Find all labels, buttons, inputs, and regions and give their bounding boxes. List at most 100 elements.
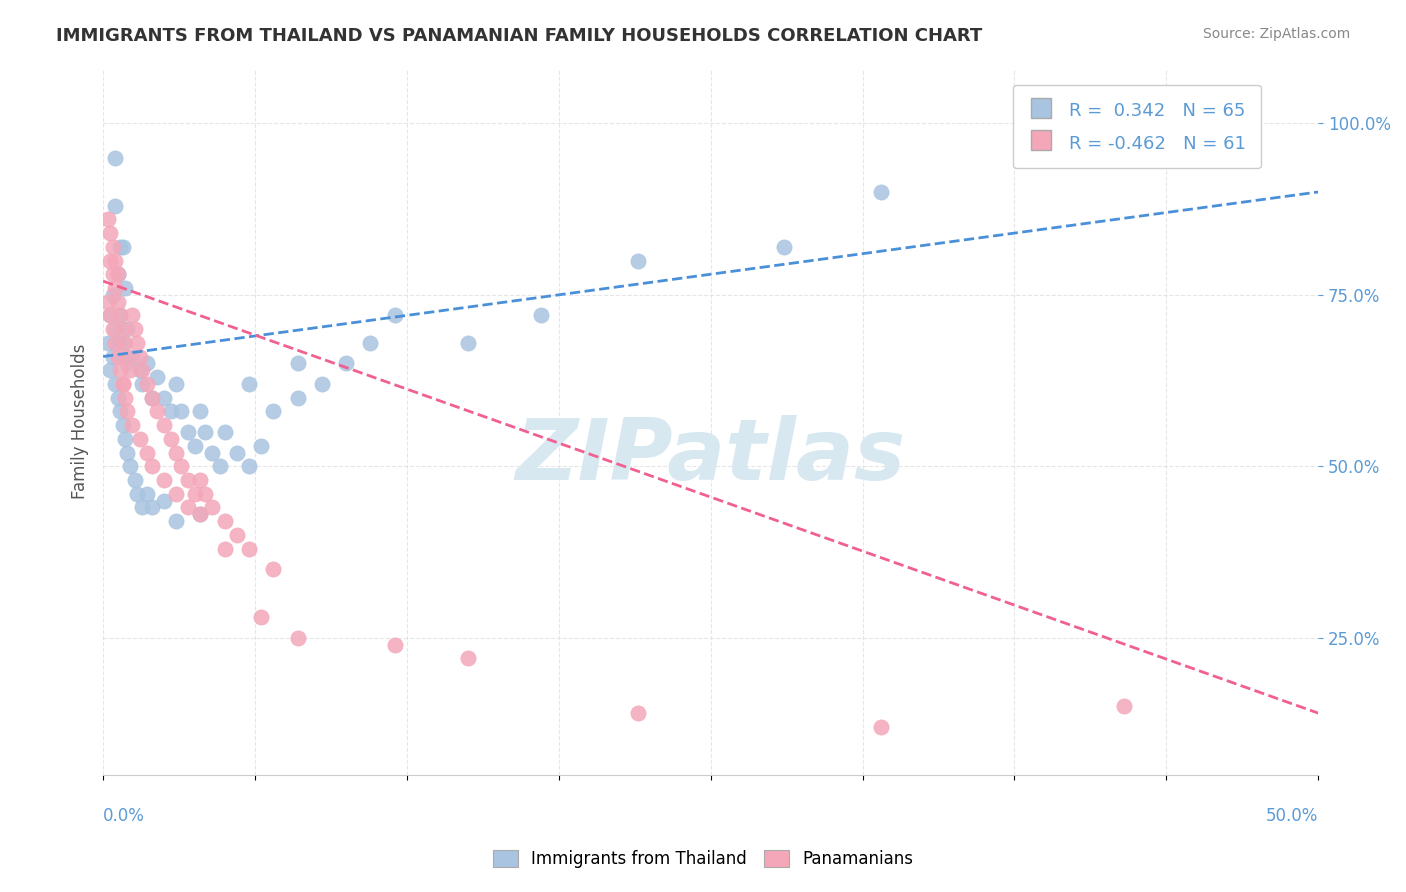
Point [153,418,176,433]
Point [238,541,260,556]
Point [177,473,200,487]
Point [153,493,176,508]
Point [335,356,357,370]
Point [124,322,146,336]
Point [359,335,381,350]
Point [384,638,406,652]
Point [100,226,122,240]
Point [97,294,120,309]
Point [250,610,273,624]
Point [104,376,127,391]
Point [114,335,136,350]
Point [104,151,127,165]
Legend: Immigrants from Thailand, Panamanians: Immigrants from Thailand, Panamanians [486,843,920,875]
Point [107,350,129,364]
Point [177,425,200,439]
Point [287,631,309,645]
Point [287,356,309,370]
Point [160,404,183,418]
Point [188,508,211,522]
Point [184,486,207,500]
Point [188,404,211,418]
Point [141,391,163,405]
Point [131,500,153,515]
Point [101,350,124,364]
Point [101,267,124,281]
Point [121,418,143,433]
Point [165,486,187,500]
Point [262,404,284,418]
Point [188,473,211,487]
Point [165,514,187,528]
Point [117,350,139,364]
Point [104,253,127,268]
Point [238,376,260,391]
Point [97,335,120,350]
Point [111,418,134,433]
Point [214,514,236,528]
Point [100,309,122,323]
Point [128,363,150,377]
Point [118,459,141,474]
Point [121,309,143,323]
Point [214,541,236,556]
Legend: R =  0.342   N = 65, R = -0.462   N = 61: R = 0.342 N = 65, R = -0.462 N = 61 [1014,85,1261,169]
Point [111,376,134,391]
Point [117,404,139,418]
Point [287,391,309,405]
Point [262,562,284,576]
Point [108,309,131,323]
Point [135,486,157,500]
Point [772,240,794,254]
Point [188,508,211,522]
Point [124,473,146,487]
Point [128,350,150,364]
Point [170,404,193,418]
Point [627,253,650,268]
Point [104,335,127,350]
Point [101,240,124,254]
Point [135,376,157,391]
Point [135,356,157,370]
Point [384,309,406,323]
Point [97,212,120,227]
Text: 0.0%: 0.0% [103,806,145,825]
Point [170,459,193,474]
Point [194,486,217,500]
Point [104,322,127,336]
Point [104,199,127,213]
Point [627,706,650,720]
Point [114,391,136,405]
Point [153,391,176,405]
Point [107,294,129,309]
Point [107,267,129,281]
Point [165,376,187,391]
Point [100,309,122,323]
Point [101,288,124,302]
Point [128,432,150,446]
Point [145,404,167,418]
Point [111,322,134,336]
Point [117,356,139,370]
Point [238,459,260,474]
Point [869,720,891,734]
Point [127,486,149,500]
Point [108,240,131,254]
Point [135,445,157,459]
Point [141,459,163,474]
Point [117,322,139,336]
Point [214,425,236,439]
Point [107,391,129,405]
Point [121,350,143,364]
Point [529,309,551,323]
Point [311,376,333,391]
Point [141,500,163,515]
Point [100,363,122,377]
Point [108,363,131,377]
Point [107,335,129,350]
Point [208,459,231,474]
Point [457,335,479,350]
Point [107,267,129,281]
Point [201,445,224,459]
Point [117,445,139,459]
